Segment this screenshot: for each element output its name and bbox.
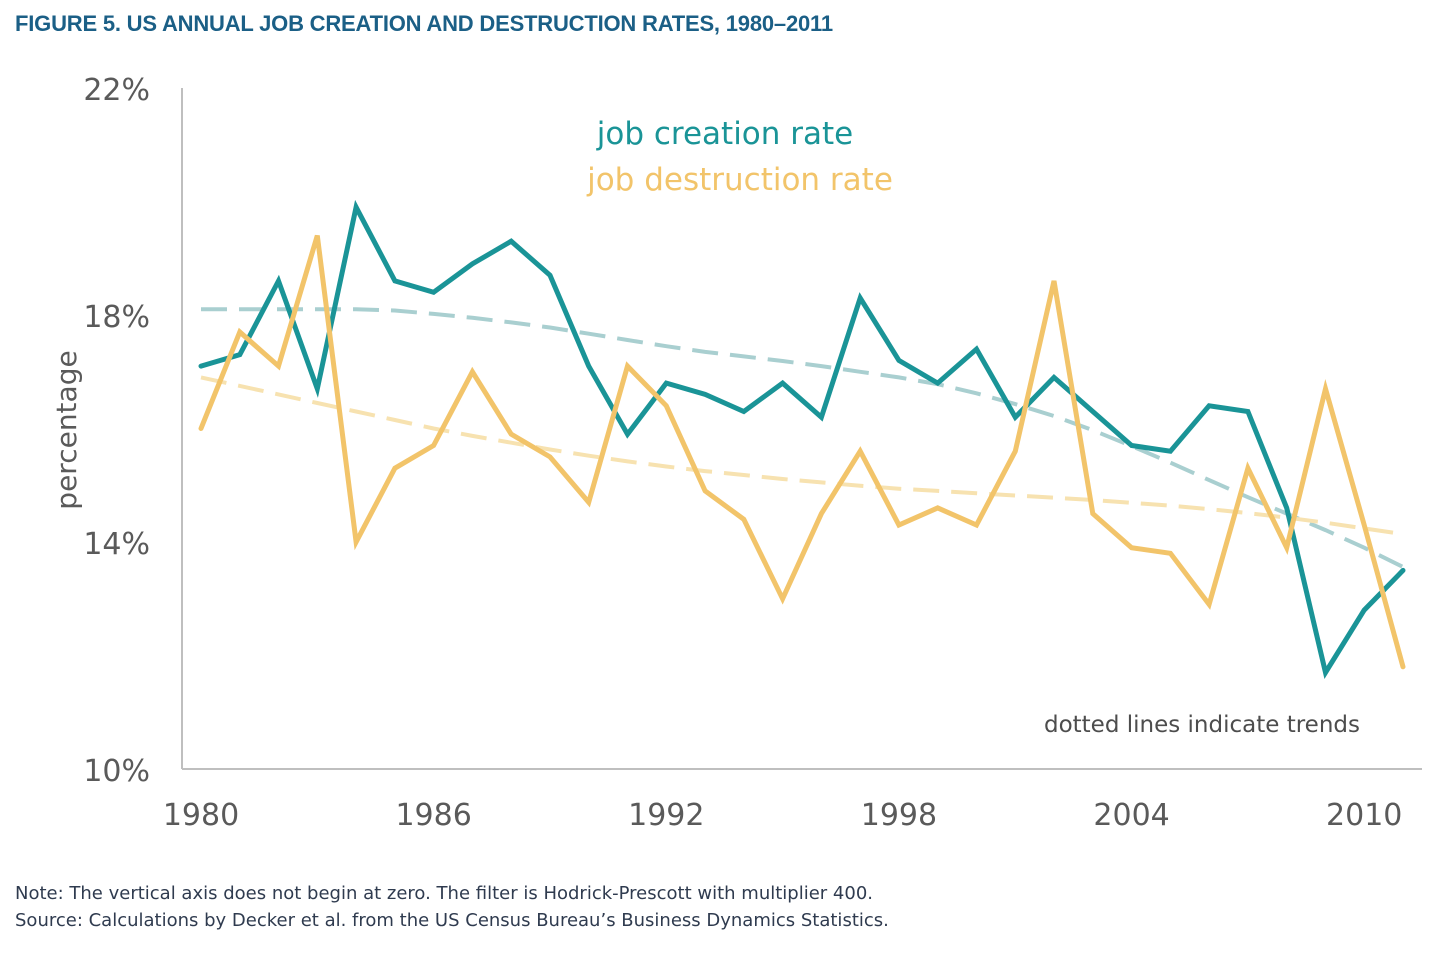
x-tick-label: 2004: [1093, 798, 1169, 833]
x-tick-label: 2010: [1326, 798, 1402, 833]
y-tick-label: 18%: [83, 300, 150, 335]
figure-note: Note: The vertical axis does not begin a…: [15, 883, 873, 904]
trend-annotation: dotted lines indicate trends: [1044, 712, 1360, 738]
figure-title: FIGURE 5. US ANNUAL JOB CREATION AND DES…: [15, 11, 833, 36]
destruction-rate-line: [198, 234, 1406, 670]
legend-label: job creation rate: [596, 116, 854, 152]
x-tick-label: 1992: [628, 798, 704, 833]
x-tick-label: 1998: [861, 798, 937, 833]
creation-rate-line: [198, 199, 1406, 679]
x-tick-label: 1980: [163, 798, 239, 833]
chart-labels: job creation rate job destruction rate dot…: [586, 116, 1360, 738]
trend-lines: [200, 307, 1404, 569]
series-lines: [198, 199, 1406, 679]
chart-axes: 10% 14% 18% 22% 1980 1986 1992 1998 2004 2010 perc…: [50, 73, 1422, 833]
destruction-trend-line: [200, 375, 1404, 537]
y-tick-label: 14%: [83, 527, 150, 562]
figure-source: Source: Calculations by Decker et al. fr…: [15, 910, 889, 931]
legend-label: job destruction rate: [586, 162, 893, 198]
creation-trend-line: [201, 307, 1404, 569]
x-tick-label: 1986: [395, 798, 471, 833]
figure-notes: Note: The vertical axis does not begin a…: [15, 880, 889, 934]
y-tick-label: 10%: [83, 754, 150, 789]
y-tick-label: 22%: [83, 73, 150, 108]
y-axis-title: percentage: [50, 350, 83, 509]
